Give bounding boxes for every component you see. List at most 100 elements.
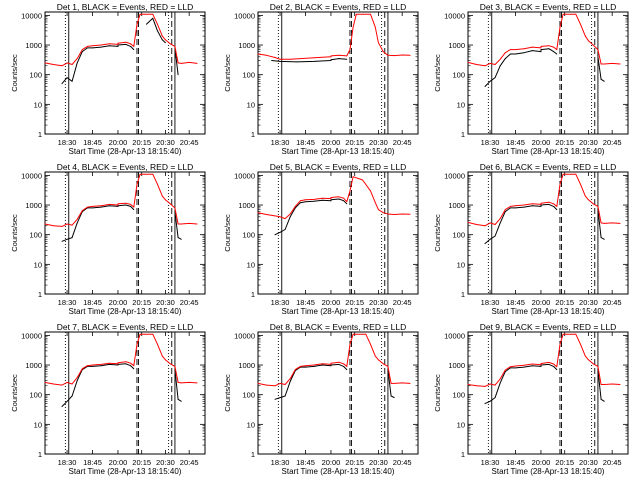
lld-line-point bbox=[523, 364, 525, 366]
events-line-point bbox=[509, 53, 511, 55]
lld-line-point bbox=[338, 361, 340, 363]
events-line-point bbox=[92, 207, 93, 209]
lld-line-point bbox=[109, 43, 110, 45]
chart-panel-9: Det 9, BLACK = Events, RED = LLD 1 10 100 10… bbox=[433, 322, 629, 476]
lld-line-point bbox=[382, 363, 384, 365]
lld-line bbox=[257, 176, 411, 220]
lld-line-point bbox=[575, 333, 577, 335]
chart-title: Det 8, BLACK = Events, RED = LLD bbox=[270, 322, 407, 332]
events-line-point bbox=[509, 207, 511, 209]
lld-line-point bbox=[133, 45, 135, 47]
lld-line-point bbox=[532, 46, 533, 48]
lld-line-point bbox=[600, 222, 602, 224]
lld-line-point bbox=[504, 209, 506, 211]
events-line-point bbox=[600, 78, 602, 80]
lld-line-point bbox=[580, 183, 581, 185]
y-tick-label: 10 bbox=[247, 420, 255, 429]
y-tick-label: 10000 bbox=[21, 11, 42, 20]
lld-line-point bbox=[587, 359, 589, 361]
events-line-point bbox=[92, 47, 93, 49]
lld-line-point bbox=[619, 63, 621, 65]
lld-line-point bbox=[322, 197, 323, 199]
events-line-point bbox=[540, 205, 542, 207]
events-line-point bbox=[346, 203, 348, 205]
lld-line-point bbox=[130, 362, 132, 364]
lld-line-point bbox=[575, 13, 577, 15]
lld-line-point bbox=[556, 366, 558, 368]
lld-line-point bbox=[559, 183, 561, 185]
x-tick-label: 20:30 bbox=[156, 138, 175, 147]
x-tick-label: 20:30 bbox=[156, 458, 175, 467]
lld-line-point bbox=[499, 218, 501, 220]
events-line-point bbox=[515, 207, 516, 209]
events-line-point bbox=[556, 53, 558, 55]
lld-line-point bbox=[611, 222, 613, 224]
y-tick-label: 10 bbox=[247, 260, 255, 269]
lld-line-point bbox=[289, 213, 291, 215]
events-line-point bbox=[603, 400, 605, 402]
lld-line-point bbox=[44, 381, 46, 383]
events-line-point bbox=[553, 51, 555, 53]
lld-line-point bbox=[494, 384, 496, 386]
events-line-point bbox=[338, 363, 340, 365]
lld-line-point bbox=[294, 369, 296, 371]
lld-line-point bbox=[377, 42, 379, 44]
events-line-point bbox=[86, 47, 88, 49]
events-line-point bbox=[61, 240, 63, 242]
events-line-point bbox=[313, 60, 315, 62]
x-tick-label: 20:00 bbox=[322, 138, 341, 147]
events-line-point bbox=[177, 398, 179, 400]
lld-line-point bbox=[523, 204, 525, 206]
events-line bbox=[274, 363, 395, 400]
events-line-point bbox=[109, 45, 110, 47]
lld-line-point bbox=[152, 333, 154, 335]
events-line-point bbox=[322, 199, 323, 201]
lld-line-point bbox=[330, 55, 332, 57]
lld-line-point bbox=[559, 26, 561, 28]
lld-line-point bbox=[152, 13, 154, 15]
lld-line-point bbox=[619, 384, 621, 385]
lld-line-point bbox=[125, 41, 127, 43]
lld-line-point bbox=[484, 225, 486, 227]
lld-line-point bbox=[289, 58, 291, 60]
events-line bbox=[484, 203, 605, 244]
lld-line-point bbox=[330, 197, 332, 198]
lld-line-point bbox=[532, 363, 533, 365]
chart-title: Det 3, BLACK = Events, RED = LLD bbox=[480, 2, 617, 12]
events-line-point bbox=[540, 365, 542, 367]
lld-line-point bbox=[196, 62, 198, 64]
events-line-point bbox=[71, 80, 73, 82]
x-tick-label: 18:30 bbox=[481, 138, 500, 147]
y-tick-label: 10000 bbox=[444, 11, 465, 20]
lld-line-point bbox=[53, 64, 54, 65]
x-tick-label: 18:45 bbox=[296, 458, 315, 467]
plot-frame bbox=[257, 331, 419, 455]
y-tick-label: 10000 bbox=[234, 331, 255, 340]
lld-line-point bbox=[467, 221, 469, 223]
lld-line-point bbox=[92, 364, 93, 366]
x-tick-label: 20:45 bbox=[603, 138, 622, 147]
lld-line-point bbox=[71, 383, 73, 385]
events-line-point bbox=[540, 51, 542, 53]
chart-title: Det 9, BLACK = Events, RED = LLD bbox=[480, 322, 617, 332]
lld-line-point bbox=[476, 224, 477, 225]
events-line-point bbox=[294, 207, 296, 209]
events-line bbox=[61, 363, 182, 407]
lld-line-point bbox=[299, 200, 301, 202]
x-tick-label: 18:30 bbox=[271, 298, 290, 307]
lld-line-point bbox=[289, 378, 291, 380]
lld-line-point bbox=[499, 58, 501, 60]
lld-line-point bbox=[92, 45, 93, 47]
lld-line-point bbox=[553, 203, 555, 205]
x-tick-label: 18:30 bbox=[58, 138, 77, 147]
lld-line-point bbox=[136, 183, 138, 185]
lld-line-point bbox=[393, 214, 395, 215]
y-axis-label: Counts/sec bbox=[223, 214, 232, 252]
lld-line-point bbox=[401, 54, 403, 56]
y-axis-label: Counts/sec bbox=[223, 54, 232, 92]
lld-line-point bbox=[562, 173, 564, 175]
lld-line-point bbox=[279, 58, 281, 60]
lld-line-point bbox=[499, 378, 501, 380]
lld-line-point bbox=[352, 333, 354, 335]
lld-line-point bbox=[81, 49, 83, 51]
